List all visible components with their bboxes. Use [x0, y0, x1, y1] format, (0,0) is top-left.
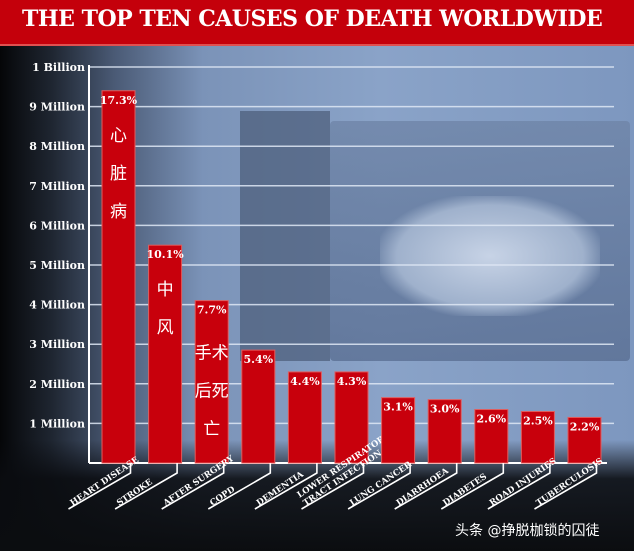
category-leader-line: [534, 463, 598, 510]
data-label: 17.3%: [100, 94, 138, 107]
bar-annotation: 风: [157, 318, 174, 338]
category-leader-line: [207, 463, 272, 510]
category-label: COPD: [208, 484, 237, 508]
y-tick-label: 1 Million: [29, 417, 85, 430]
sheet-image: [380, 196, 600, 316]
data-label: 4.4%: [290, 375, 320, 388]
bar-annotation: 手术: [195, 344, 229, 364]
y-tick-label: 3 Million: [29, 338, 85, 351]
y-tick-label: 9 Million: [29, 101, 85, 114]
bar-outline: [148, 244, 183, 464]
bar: [428, 399, 462, 463]
data-label: 4.3%: [337, 375, 367, 388]
data-label: 3.0%: [430, 403, 460, 416]
bar: [102, 90, 135, 463]
y-tick-label: 6 Million: [29, 219, 85, 232]
category-label: STROKE: [115, 477, 155, 508]
y-tick-label: 5 Million: [29, 259, 85, 272]
bar: [288, 371, 322, 463]
title-banner: THE TOP TEN CAUSES OF DEATH WORLDWIDE: [0, 0, 634, 46]
bar: [195, 300, 229, 463]
bar: [474, 409, 508, 463]
data-label: 10.1%: [146, 248, 184, 261]
bar: [381, 397, 415, 463]
data-label: 7.7%: [197, 304, 227, 317]
bar-outline: [241, 349, 276, 464]
bar-annotation: 中: [157, 280, 174, 300]
bar-outline: [474, 409, 509, 464]
category-leader-line: [394, 463, 458, 510]
bar: [568, 417, 601, 463]
data-label: 3.1%: [383, 401, 413, 414]
category-label: DEMENTIA: [255, 470, 306, 509]
data-label: 2.6%: [477, 413, 507, 426]
bar-outline: [427, 399, 462, 464]
category-leader-line: [301, 463, 365, 510]
bar-outline: [194, 300, 229, 464]
bar: [148, 245, 182, 463]
bar: [335, 371, 368, 463]
morgue-door-image: [240, 111, 330, 361]
bar-outline: [567, 416, 602, 464]
data-label: 2.2%: [570, 420, 600, 433]
bar-annotation: 病: [110, 202, 127, 222]
bar-outline: [381, 397, 416, 464]
bar-annotation: 脏: [110, 164, 127, 184]
bar-outline: [334, 371, 369, 464]
bar: [521, 411, 555, 463]
data-label: 5.4%: [244, 353, 274, 366]
bar-outline: [101, 90, 136, 464]
category-leader-line: [68, 463, 132, 510]
data-label: 2.5%: [523, 415, 553, 428]
bar-outline: [287, 371, 322, 464]
y-tick-label: 2 Million: [29, 378, 85, 391]
category-leader-line: [440, 463, 505, 510]
chart-title: THE TOP TEN CAUSES OF DEATH WORLDWIDE: [22, 6, 603, 32]
bar-outline: [520, 411, 555, 464]
y-tick-label: 8 Million: [29, 140, 85, 153]
category-leader-line: [114, 463, 178, 510]
y-tick-label: 4 Million: [29, 299, 85, 312]
category-leader-line: [347, 463, 411, 510]
y-tick-label: 1 Billion: [32, 61, 85, 74]
bar-annotation: 心: [110, 126, 127, 146]
bar-annotation: 后死: [195, 382, 229, 402]
category-leader-line: [487, 463, 551, 510]
bar: [241, 350, 275, 463]
category-leader-line: [254, 463, 318, 510]
bar-annotation: 亡: [203, 420, 220, 440]
category-leader-line: [161, 463, 225, 510]
y-tick-label: 7 Million: [29, 180, 85, 193]
watermark: 头条 @挣脱枷锁的囚徒: [455, 523, 600, 539]
